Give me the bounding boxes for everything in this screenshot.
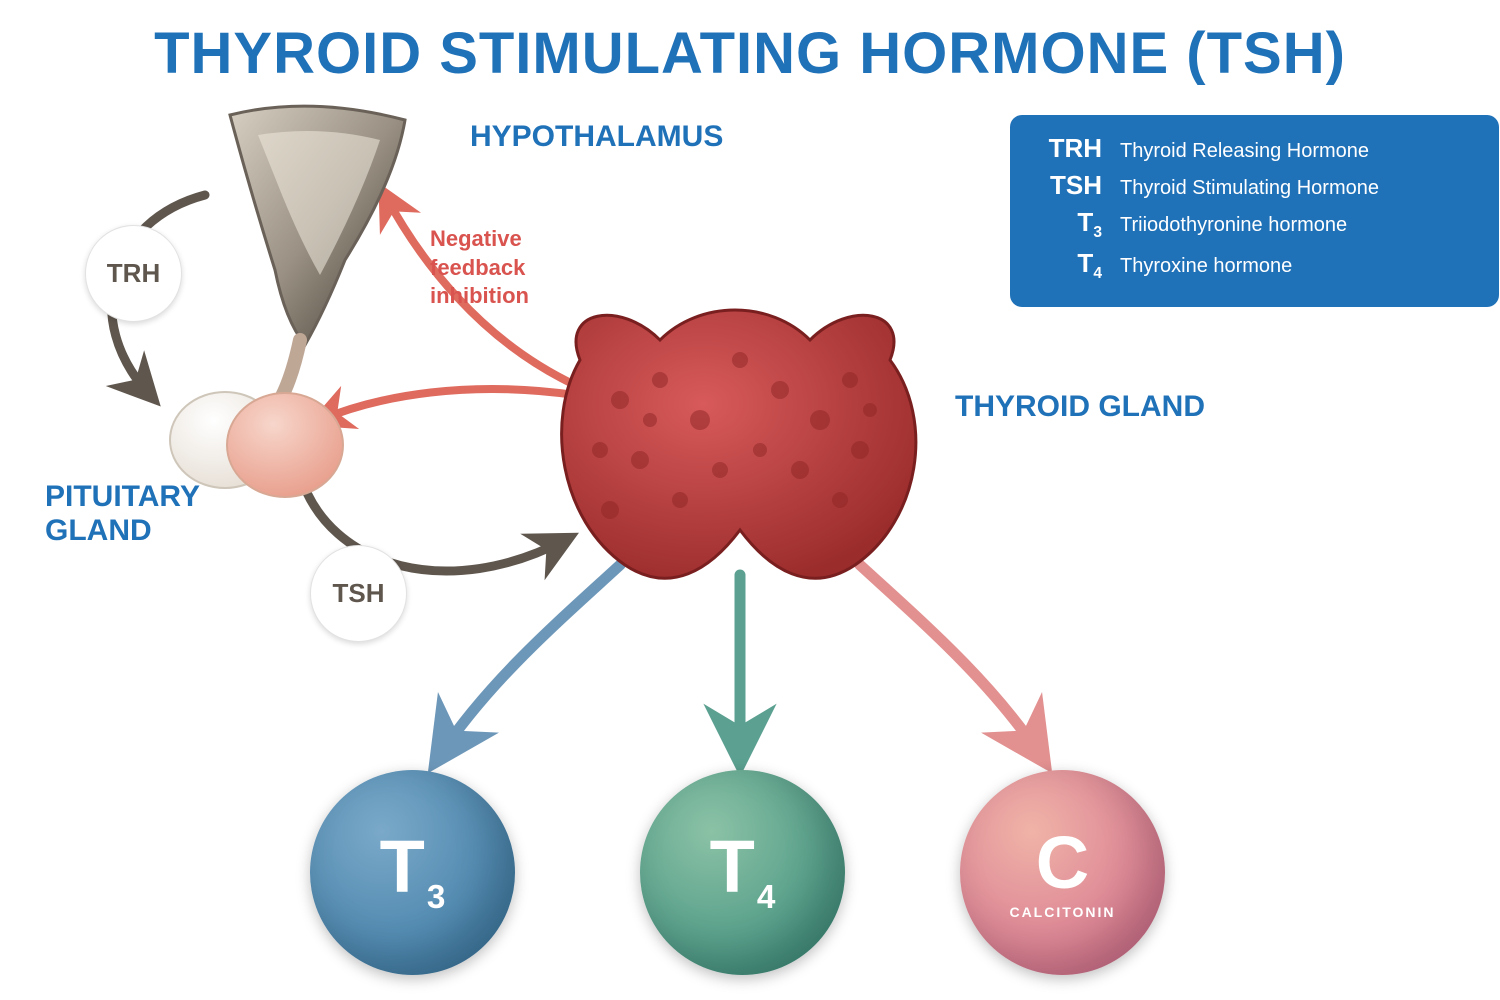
legend-row: TSH Thyroid Stimulating Hormone: [1032, 170, 1477, 201]
hormone-c: C CALCITONIN: [960, 770, 1165, 975]
page-title: THYROID STIMULATING HORMONE (TSH): [154, 20, 1346, 87]
label-pituitary: PITUITARYGLAND: [45, 480, 200, 548]
legend-desc: Triiodothyronine hormone: [1120, 214, 1347, 237]
arrow-c: [860, 565, 1040, 755]
arrow-t3: [440, 565, 620, 755]
arrow-feedback-to-pituitary: [320, 389, 575, 420]
hormone-c-label: C: [1036, 826, 1089, 900]
hormone-t3: T3: [310, 770, 515, 975]
legend-abbr: TRH: [1032, 133, 1102, 164]
legend-box: TRH Thyroid Releasing Hormone TSH Thyroid S…: [1010, 115, 1499, 307]
legend-abbr: T4: [1032, 248, 1102, 283]
hormone-t4-label: T4: [710, 830, 776, 914]
legend-row: T4 Thyroxine hormone: [1032, 248, 1477, 283]
diagram-stage: THYROID STIMULATING HORMONE (TSH): [0, 0, 1500, 1000]
hormone-t3-label: T3: [380, 830, 446, 914]
legend-desc: Thyroid Releasing Hormone: [1120, 140, 1369, 163]
hormone-t4: T4: [640, 770, 845, 975]
thyroid-organ: [562, 310, 916, 578]
hormone-c-sublabel: CALCITONIN: [1009, 904, 1115, 920]
legend-row: T3 Triiodothyronine hormone: [1032, 207, 1477, 242]
badge-tsh: TSH: [310, 545, 407, 642]
legend-row: TRH Thyroid Releasing Hormone: [1032, 133, 1477, 164]
label-hypothalamus: HYPOTHALAMUS: [470, 120, 723, 154]
badge-trh: TRH: [85, 225, 182, 322]
label-feedback: Negativefeedbackinhibition: [430, 225, 529, 311]
legend-desc: Thyroid Stimulating Hormone: [1120, 177, 1379, 200]
legend-desc: Thyroxine hormone: [1120, 255, 1292, 278]
hypothalamus-organ: [230, 106, 405, 400]
legend-abbr: TSH: [1032, 170, 1102, 201]
label-thyroid: THYROID GLAND: [955, 390, 1205, 424]
legend-abbr: T3: [1032, 207, 1102, 242]
